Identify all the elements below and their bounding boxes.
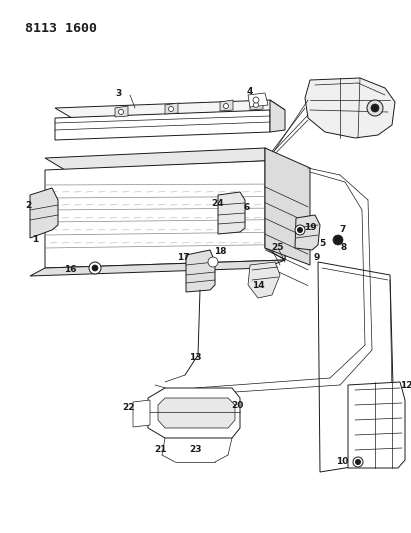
Text: 12: 12 bbox=[400, 381, 411, 390]
Polygon shape bbox=[220, 100, 233, 111]
Polygon shape bbox=[348, 382, 405, 468]
Text: 10: 10 bbox=[336, 457, 348, 466]
Text: 16: 16 bbox=[64, 265, 76, 274]
Polygon shape bbox=[250, 99, 263, 110]
Polygon shape bbox=[133, 400, 150, 427]
Text: 20: 20 bbox=[231, 400, 243, 409]
Text: 14: 14 bbox=[252, 280, 264, 289]
Text: 23: 23 bbox=[189, 446, 201, 455]
Circle shape bbox=[208, 257, 218, 267]
Circle shape bbox=[295, 225, 305, 235]
Circle shape bbox=[253, 97, 259, 103]
Polygon shape bbox=[55, 100, 285, 118]
Polygon shape bbox=[305, 78, 395, 138]
Text: 5: 5 bbox=[319, 238, 325, 247]
Polygon shape bbox=[270, 100, 285, 132]
Text: 6: 6 bbox=[244, 204, 250, 213]
Text: 17: 17 bbox=[177, 254, 189, 262]
Polygon shape bbox=[30, 260, 285, 276]
Circle shape bbox=[367, 100, 383, 116]
Polygon shape bbox=[158, 398, 235, 428]
Polygon shape bbox=[115, 106, 128, 117]
Polygon shape bbox=[165, 103, 178, 114]
Text: 25: 25 bbox=[272, 244, 284, 253]
Text: 1: 1 bbox=[32, 236, 38, 245]
Circle shape bbox=[118, 109, 123, 115]
Text: 2: 2 bbox=[25, 200, 31, 209]
Circle shape bbox=[254, 102, 259, 108]
Circle shape bbox=[224, 103, 229, 109]
Text: 4: 4 bbox=[247, 87, 253, 96]
Polygon shape bbox=[30, 188, 58, 238]
Polygon shape bbox=[186, 250, 215, 292]
Circle shape bbox=[371, 104, 379, 112]
Text: 8113 1600: 8113 1600 bbox=[25, 22, 97, 35]
Circle shape bbox=[169, 107, 173, 111]
Circle shape bbox=[298, 228, 302, 232]
Polygon shape bbox=[295, 215, 320, 250]
Text: 3: 3 bbox=[115, 88, 121, 98]
Text: 24: 24 bbox=[212, 198, 224, 207]
Polygon shape bbox=[265, 148, 285, 260]
Text: 18: 18 bbox=[214, 247, 226, 256]
Polygon shape bbox=[248, 262, 280, 298]
Text: 22: 22 bbox=[122, 403, 134, 413]
Circle shape bbox=[89, 262, 101, 274]
Polygon shape bbox=[265, 148, 310, 265]
Polygon shape bbox=[218, 192, 245, 234]
Text: 21: 21 bbox=[154, 446, 166, 455]
Circle shape bbox=[333, 235, 343, 245]
Text: 19: 19 bbox=[304, 223, 316, 232]
Text: 13: 13 bbox=[189, 353, 201, 362]
Circle shape bbox=[356, 459, 360, 464]
Text: 7: 7 bbox=[340, 225, 346, 235]
Polygon shape bbox=[55, 110, 270, 140]
Polygon shape bbox=[45, 160, 285, 268]
Circle shape bbox=[353, 457, 363, 467]
Text: 8: 8 bbox=[341, 244, 347, 253]
Polygon shape bbox=[248, 93, 268, 107]
Circle shape bbox=[92, 265, 98, 271]
Polygon shape bbox=[148, 388, 240, 438]
Text: 9: 9 bbox=[314, 254, 320, 262]
Polygon shape bbox=[45, 148, 285, 170]
